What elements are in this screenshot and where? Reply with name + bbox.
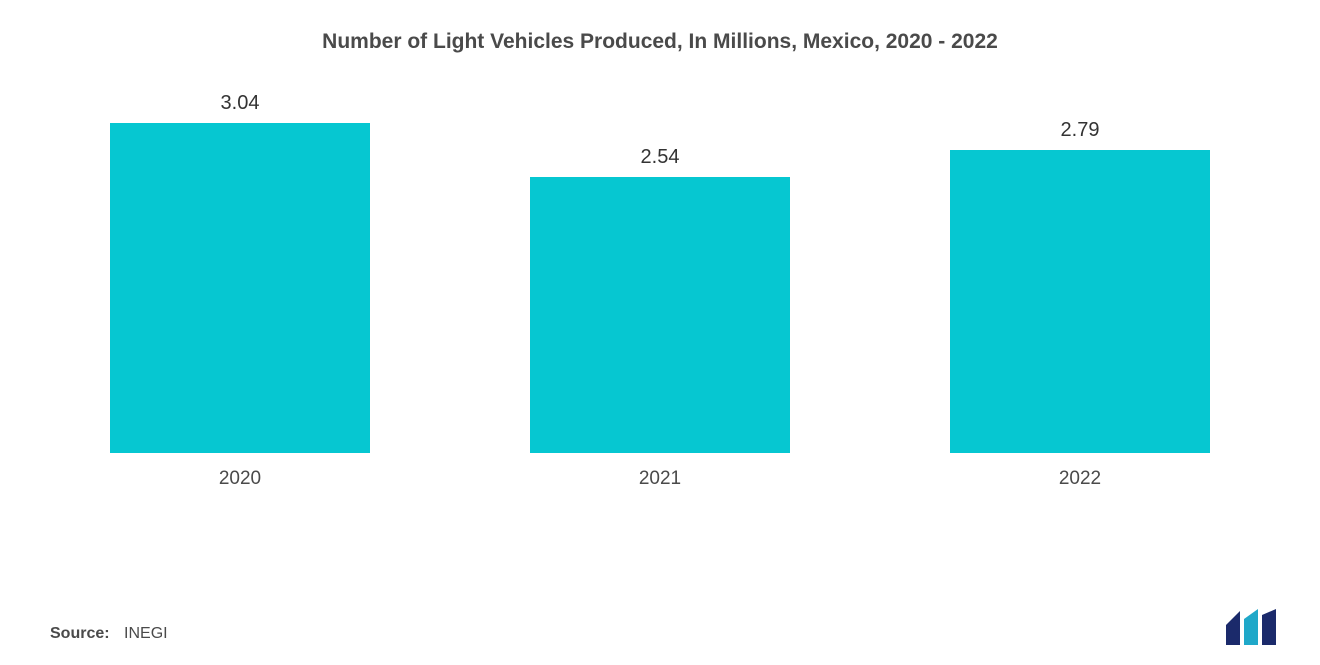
bars-group: 3.04 2.54 2.79	[80, 124, 1240, 453]
bar-2022	[950, 150, 1210, 453]
bar-slot-2022: 2.79	[950, 119, 1210, 453]
bar-slot-2021: 2.54	[530, 146, 790, 453]
source-value: INEGI	[124, 625, 168, 642]
bar-2021	[530, 177, 790, 453]
source-attribution: Source: INEGI	[50, 625, 168, 643]
chart-container: Number of Light Vehicles Produced, In Mi…	[0, 0, 1320, 665]
source-label: Source:	[50, 625, 110, 642]
logo-bars-icon	[1226, 609, 1276, 645]
bar-value-label: 2.54	[641, 146, 680, 169]
bar-2020	[110, 123, 370, 453]
x-label-2021: 2021	[530, 468, 790, 490]
x-label-2020: 2020	[110, 468, 370, 490]
brand-logo-icon	[1224, 609, 1280, 647]
bar-value-label: 3.04	[221, 92, 260, 115]
bar-value-label: 2.79	[1061, 119, 1100, 142]
chart-title: Number of Light Vehicles Produced, In Mi…	[50, 30, 1270, 54]
x-axis-labels: 2020 2021 2022	[80, 468, 1240, 490]
plot-area: 3.04 2.54 2.79	[80, 124, 1240, 454]
x-label-2022: 2022	[950, 468, 1210, 490]
bar-slot-2020: 3.04	[110, 92, 370, 453]
